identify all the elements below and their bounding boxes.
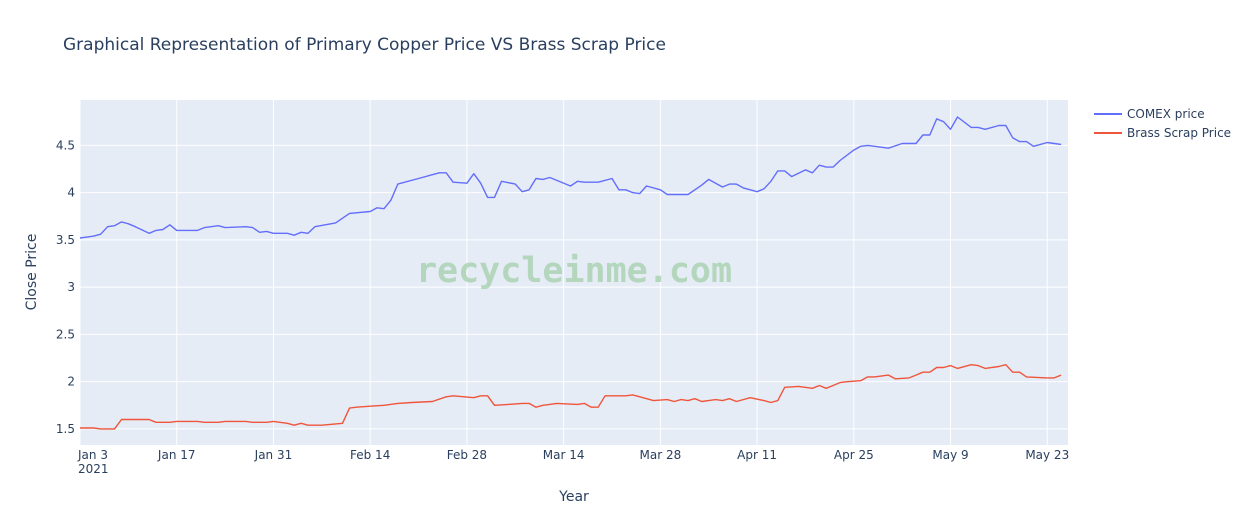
x-axis-ticks: Jan 3 Jan 17 Jan 31 Feb 14 Feb 28 Mar 14 Mar 2… <box>77 448 1069 462</box>
chart-title: Graphical Representation of Primary Copp… <box>63 35 666 55</box>
grid-lines <box>79 100 1068 445</box>
series-line-comex-price <box>79 116 1062 239</box>
y-tick-label: 3 <box>67 280 75 294</box>
x-tick-label: Feb 14 <box>350 448 390 462</box>
y-tick-label: 2 <box>67 375 75 389</box>
x-tick-label: May 9 <box>932 448 968 462</box>
x-axis-year-label: 2021 <box>78 462 109 476</box>
series-line-brass-scrap-price <box>80 364 1062 430</box>
x-tick-label: Apr 11 <box>737 448 777 462</box>
legend: COMEX price Brass Scrap Price <box>1094 107 1231 140</box>
y-axis-title: Close Price <box>24 234 40 311</box>
x-tick-label: Jan 3 <box>77 448 108 462</box>
y-tick-label: 1.5 <box>56 422 75 436</box>
x-tick-label: Jan 17 <box>157 448 196 462</box>
x-tick-label: Mar 28 <box>639 448 681 462</box>
legend-item-comex[interactable]: COMEX price <box>1094 107 1205 121</box>
watermark-text: recycleinme.com <box>416 251 732 291</box>
x-tick-label: Mar 14 <box>543 448 585 462</box>
x-tick-label: Feb 28 <box>447 448 487 462</box>
y-tick-label: 3.5 <box>56 233 75 247</box>
plot-area <box>80 100 1068 445</box>
y-tick-label: 2.5 <box>56 327 75 341</box>
legend-label-comex: COMEX price <box>1127 107 1205 121</box>
legend-label-brass-scrap: Brass Scrap Price <box>1127 126 1231 140</box>
y-axis-ticks: 1.5 2 2.5 3 3.5 4 4.5 <box>56 138 75 436</box>
x-axis-title: Year <box>558 489 589 505</box>
y-tick-label: 4.5 <box>56 138 75 152</box>
x-tick-label: Jan 31 <box>254 448 293 462</box>
x-tick-label: Apr 25 <box>834 448 874 462</box>
legend-item-brass-scrap[interactable]: Brass Scrap Price <box>1094 126 1231 140</box>
y-tick-label: 4 <box>67 186 75 200</box>
series-lines <box>79 116 1062 430</box>
x-tick-label: May 23 <box>1025 448 1069 462</box>
